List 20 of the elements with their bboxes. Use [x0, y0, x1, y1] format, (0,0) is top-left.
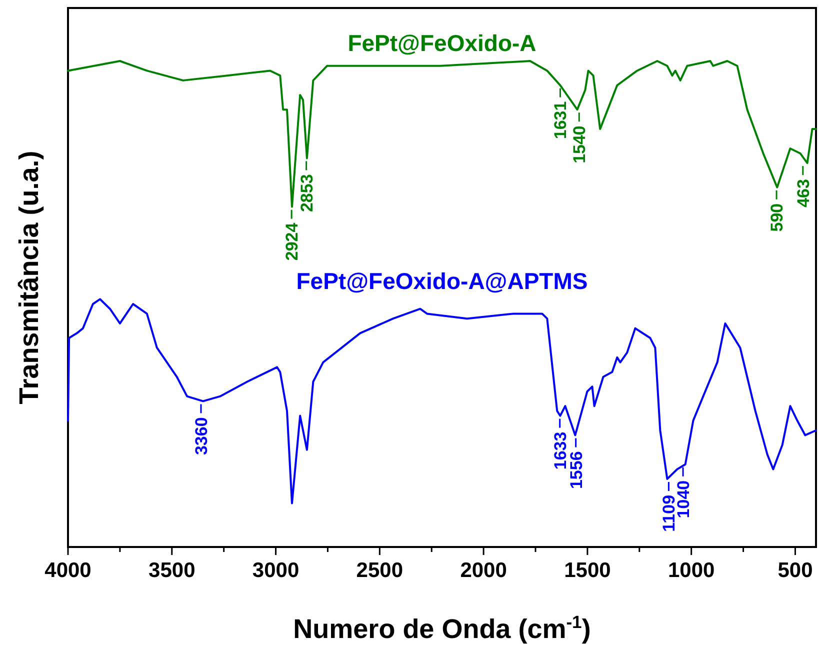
- annotation: 1040: [674, 480, 694, 518]
- x-tick-label: 2500: [356, 559, 404, 582]
- series-label: FePt@FeOxido-A: [348, 30, 536, 56]
- x-tick-label: 1000: [668, 559, 715, 582]
- annotation: 3360: [192, 417, 211, 456]
- annotation: 1540: [570, 126, 590, 164]
- series-label: FePt@FeOxido-A@APTMS: [296, 268, 588, 294]
- y-axis-title: Transmitância (u.a.): [14, 150, 44, 404]
- x-tick-label: 3000: [252, 559, 300, 582]
- x-tick-label: 2000: [460, 559, 507, 582]
- annotation: 463: [794, 179, 813, 208]
- annotation: 590: [768, 203, 787, 232]
- x-tick-label: 3500: [148, 559, 196, 582]
- annotation: 2853: [297, 174, 316, 212]
- x-axis-title: Numero de Onda (cm$^{-1}$): [293, 612, 591, 644]
- x-tick-label: 4000: [44, 559, 92, 582]
- x-tick-label: 500: [778, 559, 813, 582]
- annotation: 1631: [551, 101, 570, 140]
- annotation: 2924: [282, 222, 302, 261]
- x-tick-label: 1500: [564, 559, 611, 582]
